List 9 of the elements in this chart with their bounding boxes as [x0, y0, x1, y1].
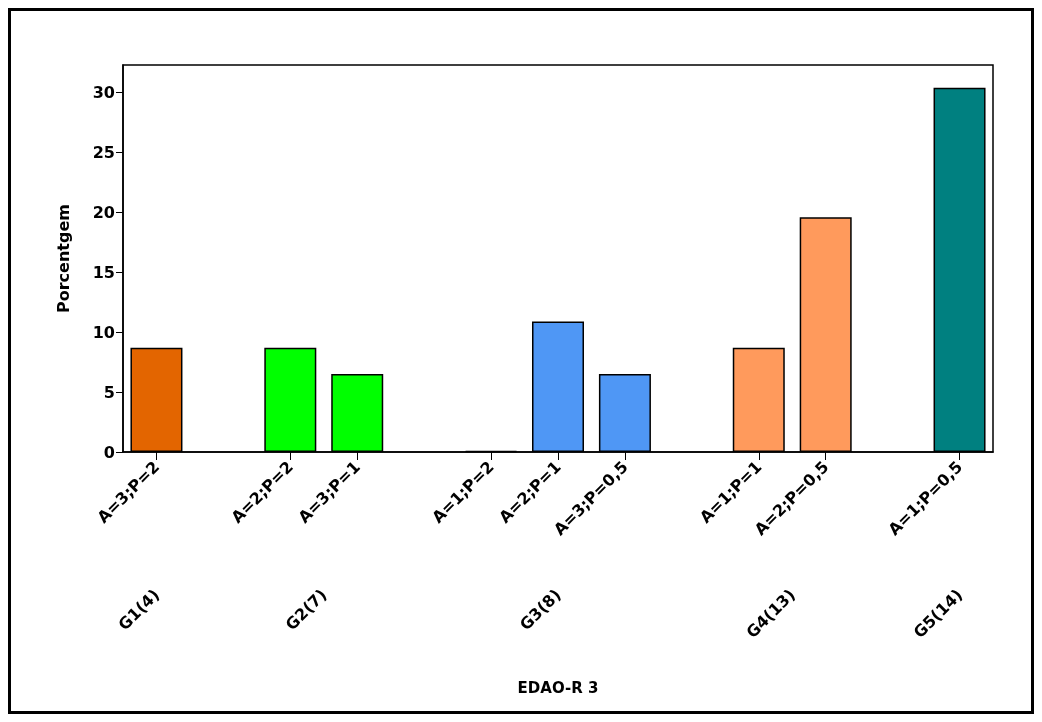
y-tick-label: 25: [92, 142, 115, 162]
y-tick-label: 0: [103, 442, 115, 462]
text: EDAO-R 3: [517, 679, 599, 697]
y-tick-label: 15: [92, 262, 115, 282]
y-tick-label: 30: [92, 83, 115, 103]
y-tick-label: 10: [92, 322, 115, 342]
y-tick-label: 5: [103, 382, 115, 402]
y-tick-label: 20: [92, 202, 115, 222]
y-axis-title: Porcentgem: [53, 204, 73, 313]
